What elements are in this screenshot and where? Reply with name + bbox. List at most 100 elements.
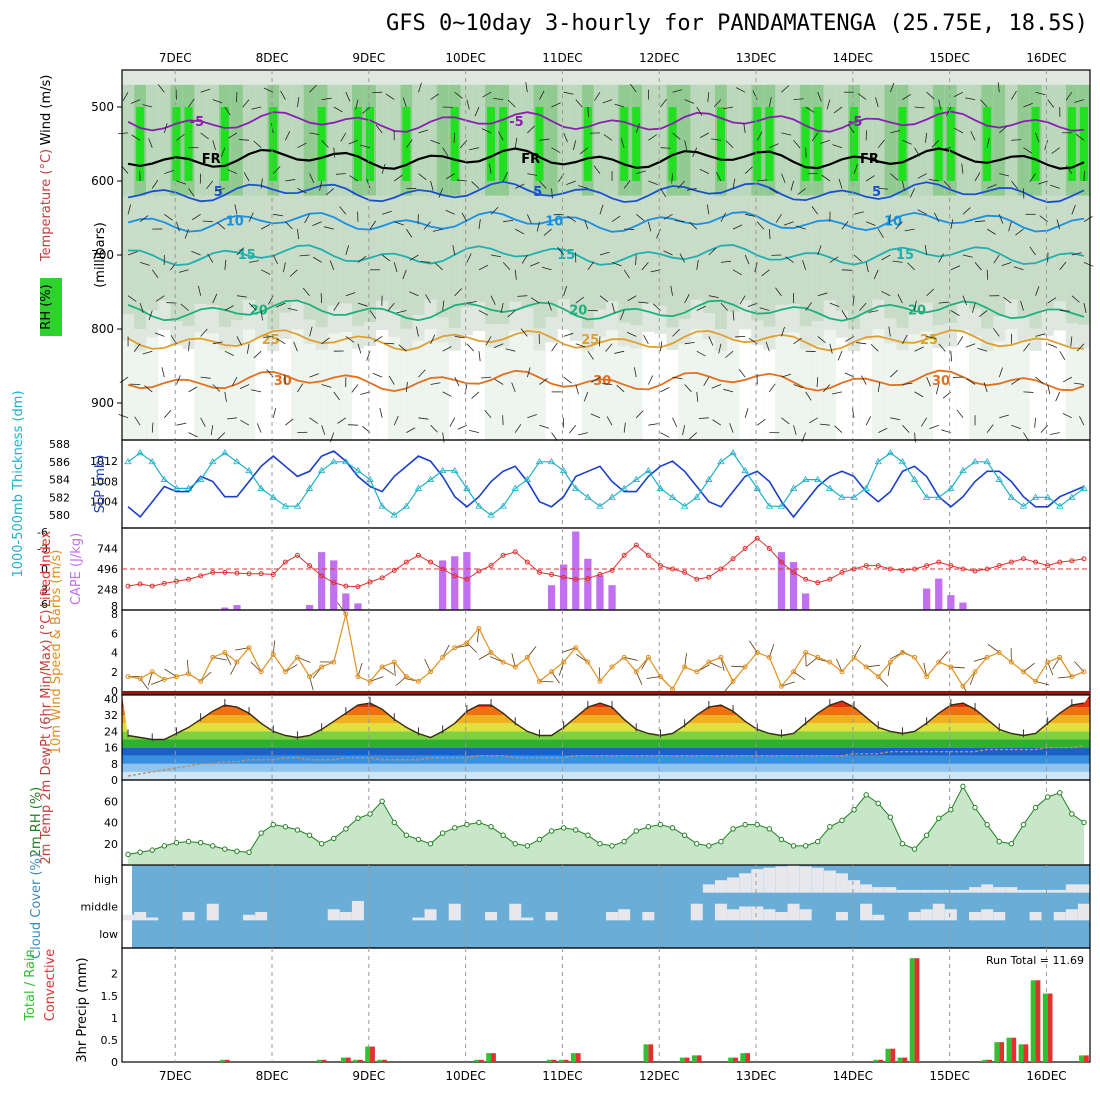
thickness-point [1031,493,1040,500]
precip-legend-convective: Convective [43,949,58,1022]
wind-barb [688,432,698,440]
thickness-point [584,493,592,500]
wind-barb [445,209,455,215]
rh-point [125,851,131,858]
wind-barb [656,228,661,239]
temp-band [122,739,1090,748]
wind-barb [953,127,964,134]
wind-speed-point [270,651,276,657]
wind-barb [866,221,876,226]
lifted-index-point [1045,563,1051,569]
slp-series [124,449,1088,519]
wind-barb [289,269,298,277]
wind-speed-point [827,659,833,665]
wind-speed-point [440,654,446,660]
wind-barb [148,138,153,148]
lifted-index-point [585,576,591,582]
wind-speed-point [137,675,143,681]
cloud-bar-high [860,884,873,893]
cloud-bar-middle [545,912,558,921]
cape-bar [777,552,786,610]
wind-barb [485,336,492,346]
cloud-bar-high [981,884,994,893]
wind-barb [832,144,843,149]
wind-barb [409,254,419,261]
precip-total-bar [1079,1055,1084,1062]
cloud-bar-high [908,889,921,893]
cloud-bar-middle [835,912,848,921]
wind-barb [248,260,259,263]
wind-barb [768,229,771,240]
cloud-bar-middle [872,914,885,921]
lifted-index-point [524,559,530,565]
rh-point [464,821,470,828]
wind-speed-point [186,671,192,677]
wind-barb [191,250,201,256]
rh-point [282,824,289,830]
wind-barb [578,185,588,189]
rh-point [778,836,785,843]
cape-series [122,531,1090,610]
rh-contour-fill [327,84,340,196]
wind-barb [148,310,153,321]
slp-tick-label: 1004 [90,496,118,509]
upper-y-axis: 500 600 700 800 900 [91,100,122,410]
wind-barb [1062,413,1073,419]
rh-contour-fill [122,84,135,196]
isotherm-line [127,299,1085,322]
rh-contour-fill-dry [956,330,969,440]
rh-contour-fill-dry [1029,350,1042,440]
rh-point [730,826,736,832]
wind-barb [583,391,589,402]
rh-point [839,817,845,824]
rh-contour-fill [969,195,982,309]
wind-barb [452,245,456,256]
wind-barb [805,106,815,113]
rh-contour-fill-high [946,107,955,181]
wind-barb [684,384,692,393]
x-axis: 7DEC 7DEC 8DEC 8DEC 9DEC 9DEC 10DEC 10DEC 11DEC 1… [159,51,1067,1083]
wind-barb [243,172,250,182]
wind-speed-point [621,654,627,660]
lifted-index-point [948,563,954,569]
rh-point [1069,811,1075,817]
wind-barb [236,92,238,103]
wind-barb [986,137,990,148]
rh-contour-fill [364,195,377,323]
rh-contour-fill [424,195,437,300]
wind-barb [360,144,371,149]
wind-barb [536,221,540,232]
wind-barb [333,301,340,311]
wind-barb [679,253,686,263]
wind-barb [366,351,371,361]
wind-barb [743,122,746,133]
wind-barb [151,269,159,279]
wind-barb [712,419,722,426]
wind-barb [946,106,952,117]
wind-barb [696,106,703,116]
wind-barb [711,384,722,389]
wind-barb [745,213,756,217]
rh-point [427,841,434,847]
x-tick-label-top: 7DEC [159,51,192,65]
wind-barb [456,179,467,182]
thickness-point [378,502,386,509]
rh-contour-fill [158,195,171,301]
wind-barb [781,173,786,184]
wind-barb [575,384,579,395]
wind-barb [527,414,537,419]
precip-total-bar [570,1053,576,1062]
wind-speed-point [1020,669,1026,675]
wind-barb [333,147,336,158]
rh-contour-fill [339,84,352,196]
wind-barb [379,407,383,418]
thickness-point [487,511,495,518]
slp-grid [174,440,1047,528]
cloud-bar-high [993,887,1006,893]
wind-barb [474,106,480,117]
wind-barb [180,303,189,311]
wind-barb [514,269,517,280]
wind-barb [974,172,981,182]
lifted-index-point [149,583,155,589]
wind-barb [200,376,211,379]
